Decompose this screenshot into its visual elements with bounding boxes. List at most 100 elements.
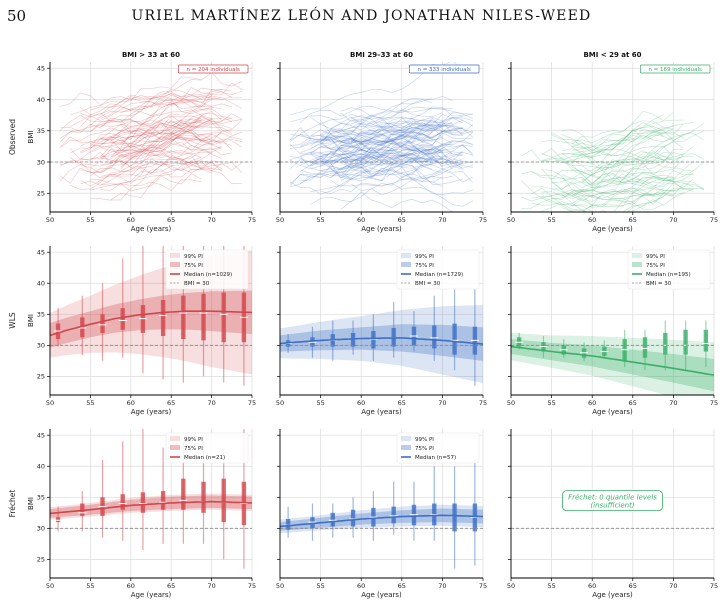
- individual-trajectory: [90, 162, 243, 201]
- individual-trajectory: [120, 113, 243, 130]
- x-tick-label: 50: [46, 399, 54, 407]
- iqr-box: [55, 517, 61, 523]
- individual-trajectory: [59, 133, 233, 182]
- individual-trajectory: [340, 155, 474, 180]
- individual-trajectory: [320, 159, 463, 180]
- panel-1: 50 55 60 65 70 75 25 30 35 40 45 Age (years) BMI Obse…: [8, 51, 256, 233]
- individual-trajectory: [100, 130, 202, 154]
- x-tick-label: 55: [86, 399, 94, 407]
- individual-trajectory: [320, 97, 433, 135]
- individual-trajectory: [80, 150, 212, 186]
- legend-box: [165, 249, 249, 290]
- individual-trajectory: [289, 114, 463, 147]
- legend-label: 99% PI: [184, 437, 203, 443]
- individual-trajectory: [289, 158, 463, 188]
- individual-trajectory: [90, 118, 222, 153]
- individual-trajectory: [59, 99, 222, 148]
- legend-label: 75% PI: [646, 263, 665, 269]
- panel-4: 50 55 60 65 70 75 25 30 35 40 45 Age (years) BMI WLS 9…: [8, 246, 256, 416]
- individual-trajectory: [310, 116, 463, 136]
- y-tick-label: 35: [37, 311, 45, 319]
- individual-trajectory: [340, 136, 433, 160]
- sample-size-label: n = 169 individuals: [648, 67, 702, 73]
- y-tick-label: 40: [37, 280, 45, 288]
- individual-trajectory: [340, 132, 473, 162]
- individual-trajectory: [571, 110, 674, 144]
- individual-trajectory: [350, 117, 463, 140]
- y-axis-label: BMI: [27, 497, 35, 510]
- individual-trajectory: [110, 119, 212, 142]
- x-tick-label: 70: [669, 399, 677, 407]
- median-line: [511, 345, 714, 376]
- x-tick-label: 50: [507, 216, 515, 224]
- individual-trajectory: [290, 117, 473, 143]
- individual-trajectory: [531, 148, 684, 190]
- individual-trajectory: [310, 178, 474, 196]
- x-tick-label: 50: [276, 216, 284, 224]
- iqr-box: [285, 519, 291, 530]
- iqr-box: [201, 481, 206, 513]
- individual-trajectory: [90, 108, 232, 132]
- sample-size-box: [639, 64, 711, 74]
- plot-area: [511, 320, 714, 395]
- legend-label: Median (n=57): [415, 455, 456, 461]
- legend-box: [627, 249, 711, 290]
- individual-trajectory: [561, 152, 684, 181]
- legend-label: 75% PI: [415, 446, 434, 452]
- individual-trajectory: [310, 130, 443, 153]
- individual-trajectory: [571, 126, 664, 153]
- individual-trajectory: [80, 115, 202, 154]
- individual-trajectory: [340, 148, 433, 164]
- individual-trajectory: [300, 132, 453, 154]
- y-axis-label: BMI: [27, 314, 35, 327]
- y-tick-label: 30: [37, 158, 45, 166]
- individual-trajectory: [120, 119, 243, 146]
- iqr-box: [181, 295, 186, 340]
- individual-trajectory: [70, 131, 222, 154]
- y-tick-label: 35: [37, 127, 45, 135]
- individual-trajectory: [571, 132, 684, 157]
- individual-trajectory: [571, 150, 684, 172]
- individual-trajectory: [320, 135, 433, 152]
- individual-trajectory: [571, 122, 664, 151]
- y-tick-label: 40: [37, 96, 45, 104]
- x-axis-label: Age (years): [592, 408, 633, 416]
- individual-trajectory: [289, 131, 474, 170]
- individual-trajectory: [320, 146, 473, 168]
- x-tick-label: 65: [629, 582, 637, 590]
- panel-2: 50 55 60 65 70 75 Age (years) BMI 29–33 at 60 n …: [276, 51, 487, 233]
- individual-trajectory: [90, 87, 243, 111]
- iqr-box: [80, 317, 85, 338]
- legend-label: 75% PI: [184, 263, 203, 269]
- individual-trajectory: [300, 145, 443, 164]
- plot-area: [289, 62, 474, 212]
- individual-trajectory: [551, 154, 664, 184]
- individual-trajectory: [100, 71, 243, 115]
- x-axis-label: Age (years): [592, 591, 633, 599]
- individual-trajectory: [100, 118, 202, 145]
- individual-trajectory: [90, 95, 232, 126]
- individual-trajectory: [340, 112, 463, 139]
- individual-trajectory: [320, 149, 463, 169]
- x-tick-label: 65: [167, 582, 175, 590]
- individual-trajectory: [60, 92, 212, 108]
- row-label: WLS: [8, 312, 17, 329]
- y-tick-label: 35: [37, 494, 45, 502]
- individual-trajectory: [350, 125, 433, 142]
- x-tick-label: 75: [479, 399, 487, 407]
- individual-trajectory: [340, 152, 473, 170]
- individual-trajectory: [340, 170, 474, 210]
- legend-swatch-75: [401, 262, 411, 267]
- individual-trajectory: [289, 140, 443, 158]
- x-tick-label: 70: [669, 216, 677, 224]
- individual-trajectory: [80, 82, 243, 127]
- individual-trajectory: [571, 170, 694, 196]
- individual-trajectory: [521, 146, 694, 209]
- individual-trajectory: [310, 117, 473, 168]
- y-tick-label: 30: [37, 525, 45, 533]
- individual-trajectory: [531, 187, 664, 201]
- individual-trajectory: [551, 169, 674, 200]
- individual-trajectory: [110, 146, 222, 163]
- legend-label: 75% PI: [415, 263, 434, 269]
- x-axis-label: Age (years): [131, 408, 172, 416]
